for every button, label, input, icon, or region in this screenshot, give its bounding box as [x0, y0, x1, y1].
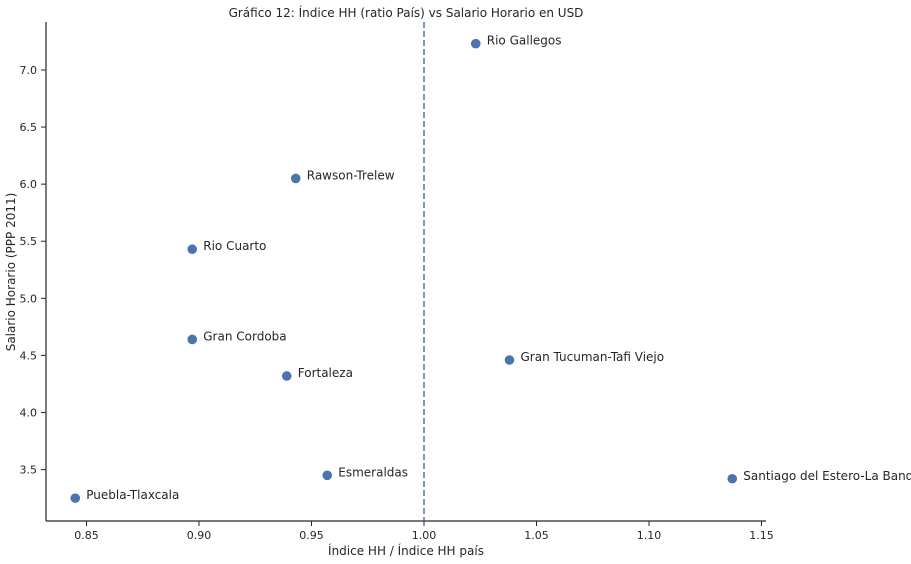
point-label: Puebla-Tlaxcala [86, 488, 179, 502]
point-label: Rio Gallegos [487, 34, 562, 48]
point-label: Esmeraldas [338, 465, 408, 479]
x-tick-label: 1.05 [524, 529, 549, 542]
x-tick-label: 1.00 [412, 529, 437, 542]
data-point [470, 38, 482, 50]
y-tick-label: 5.0 [20, 292, 38, 305]
x-tick-label: 0.85 [74, 529, 99, 542]
data-point [69, 492, 81, 504]
data-point [726, 473, 738, 485]
point-label: Rawson-Trelew [307, 168, 395, 182]
y-tick-label: 6.5 [20, 121, 38, 134]
y-tick-label: 4.5 [20, 349, 38, 362]
data-point [503, 354, 516, 366]
chart-title: Gráfico 12: Índice HH (ratio País) vs Sa… [229, 5, 584, 20]
y-axis-label: Salario Horario (PPP 2011) [4, 193, 18, 352]
data-point [186, 333, 198, 346]
y-tick-label: 7.0 [20, 64, 38, 77]
point-label: Gran Cordoba [203, 329, 286, 343]
x-tick-label: 0.95 [299, 529, 324, 542]
data-point [186, 243, 198, 255]
data-point [290, 172, 302, 185]
point-label: Gran Tucuman-Tafi Viejo [521, 350, 665, 364]
points-layer: Rio Gallegos Rawson-Trelew Rio Cuarto Gran … [69, 34, 911, 504]
x-tick-label: 0.90 [187, 529, 212, 542]
x-tick-label: 1.15 [749, 529, 774, 542]
data-point [281, 370, 293, 382]
point-label: Santiago del Estero-La Banda [743, 469, 911, 483]
x-tick-label: 1.10 [637, 529, 662, 542]
point-label: Rio Cuarto [203, 239, 266, 253]
axes: 0.85 0.90 0.95 1.00 1.05 1.10 1.15 3.5 4.0 4.5 5.0… [20, 22, 774, 542]
data-point [321, 469, 333, 481]
y-tick-label: 3.5 [20, 464, 38, 477]
y-tick-label: 5.5 [20, 235, 38, 248]
y-tick-label: 6.0 [20, 178, 38, 191]
point-label: Fortaleza [298, 366, 353, 380]
y-tick-label: 4.0 [20, 407, 38, 420]
x-axis-label: Índice HH / Índice HH país [328, 543, 484, 558]
